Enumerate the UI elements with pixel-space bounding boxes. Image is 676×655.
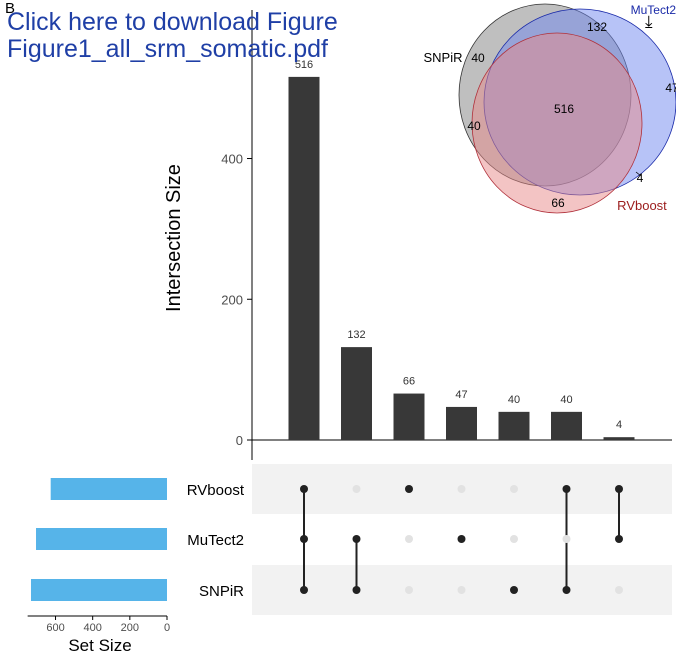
set-size-tick-label: 600: [46, 622, 64, 634]
intersection-bar: [393, 393, 425, 440]
panel-letter: B: [5, 0, 16, 17]
y-tick-label: 200: [221, 292, 243, 307]
venn-region-count: 40: [467, 119, 481, 133]
matrix-dot-filled: [352, 586, 361, 594]
venn-set-label-snpir: SNPiR: [423, 50, 462, 65]
bar-value-label: 40: [508, 394, 520, 406]
matrix-dot-filled: [562, 485, 571, 493]
matrix-dot-empty: [405, 535, 413, 543]
matrix-dot-empty: [510, 485, 518, 493]
download-icon[interactable]: ⤓: [645, 12, 653, 31]
set-name-label: SNPiR: [199, 583, 244, 600]
matrix-dot-empty: [510, 535, 518, 543]
download-link-line1: Click here to download Figure: [7, 8, 338, 36]
bar-value-label: 66: [403, 376, 415, 388]
bar-value-label: 516: [295, 59, 313, 71]
matrix-dot-filled: [300, 535, 308, 543]
venn-leader-line: [635, 171, 642, 177]
set-size-tick-label: 400: [84, 622, 102, 634]
y-tick-label: 0: [236, 433, 243, 448]
venn-set-label-rvboost: RVboost: [617, 198, 667, 213]
matrix-dot-filled: [615, 485, 623, 493]
download-figure-link[interactable]: Click here to download Figure Figure1_all…: [7, 9, 338, 63]
matrix-dot-filled: [352, 535, 361, 543]
matrix-dot-empty: [352, 485, 361, 493]
matrix-dot-filled: [300, 485, 308, 493]
set-size-bar: [30, 579, 167, 601]
bar-value-label: 132: [347, 329, 365, 341]
matrix-dot-empty: [562, 535, 571, 543]
intersection-bar: [498, 411, 530, 440]
venn-region-count: 66: [551, 196, 565, 210]
bar-value-label: 4: [616, 419, 622, 431]
set-size-tick-label: 0: [164, 622, 170, 634]
matrix-dot-filled: [300, 586, 308, 594]
intersection-bars: 0 200 400 Intersection Size 516 132 66 47 40 40 4: [163, 10, 672, 460]
venn-region-count: 40: [471, 51, 485, 65]
y-tick-label: 400: [221, 152, 243, 167]
set-size-tick-label: 200: [121, 622, 139, 634]
membership-matrix: RVboost MuTect2 SNPiR: [187, 464, 672, 615]
venn-diagram: 47 132 40 516 40 4 66 SNPiR MuTect2 RVboost: [423, 3, 676, 214]
matrix-dot-empty: [457, 485, 466, 493]
venn-region-count: 132: [587, 20, 607, 34]
venn-region-count: 4: [637, 171, 644, 185]
bar-value-label: 40: [560, 394, 572, 406]
set-size-axis-label: Set Size: [68, 636, 131, 655]
matrix-dot-filled: [405, 485, 413, 493]
set-size-bars: 600 400 200 0 Set Size: [27, 478, 170, 655]
venn-circle-rvboost: [471, 32, 643, 214]
set-name-label: RVboost: [187, 482, 245, 499]
matrix-dot-empty: [615, 586, 623, 594]
venn-set-label-mutect2: MuTect2: [631, 3, 676, 17]
intersection-bar: [288, 76, 320, 440]
venn-region-count: 516: [554, 102, 574, 116]
matrix-dot-empty: [405, 586, 413, 594]
download-link-line2: Figure1_all_srm_somatic.pdf: [7, 35, 328, 63]
intersection-bar: [603, 437, 635, 440]
matrix-dot-filled: [615, 535, 623, 543]
matrix-dot-filled: [510, 586, 518, 594]
set-size-bar: [36, 528, 167, 550]
matrix-dot-filled: [562, 586, 571, 594]
venn-region-count: 47: [665, 81, 676, 95]
y-axis-label: Intersection Size: [163, 164, 185, 312]
set-size-bar: [50, 478, 167, 500]
matrix-dot-empty: [457, 586, 466, 594]
set-name-label: MuTect2: [187, 532, 244, 549]
intersection-bar: [341, 347, 372, 440]
bar-value-label: 47: [455, 389, 467, 401]
intersection-bar: [446, 406, 477, 440]
matrix-dot-filled: [457, 535, 466, 543]
intersection-bar: [551, 411, 582, 440]
